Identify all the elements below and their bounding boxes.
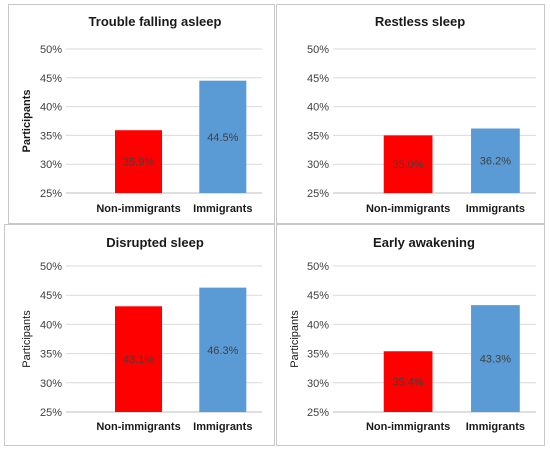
data-label: 35.9% [123, 157, 154, 169]
bar-non-immigrants [115, 306, 163, 412]
data-label: 35.4% [393, 377, 424, 389]
x-tick-label: Immigrants [193, 421, 252, 433]
chart-title: Restless sleep [375, 14, 465, 29]
bar-non-immigrants [115, 130, 163, 193]
y-tick-label: 45% [307, 73, 329, 85]
y-tick-label: 50% [40, 44, 62, 56]
y-tick-label: 25% [40, 188, 62, 200]
bar-immigrants [199, 80, 247, 193]
chart-title: Trouble falling asleep [89, 14, 222, 29]
bar-immigrants [199, 287, 247, 412]
chart-title: Early awakening [373, 235, 475, 250]
data-label: 43.1% [123, 354, 154, 366]
y-tick-label: 50% [307, 261, 329, 273]
data-label: 46.3% [207, 345, 238, 357]
y-axis-label: Participants [289, 310, 301, 368]
y-axis-label: Participants [21, 90, 33, 153]
y-tick-label: 35% [40, 349, 62, 361]
y-tick-label: 35% [307, 349, 329, 361]
y-tick-label: 30% [307, 378, 329, 390]
x-tick-label: Immigrants [466, 421, 525, 433]
y-axis-label: Participants [21, 310, 33, 368]
chart-panel-1: Trouble falling asleep 25% 30% 35% 40% 45% 50%… [8, 4, 275, 224]
bar-immigrants [471, 305, 520, 412]
bar-non-immigrants [383, 351, 433, 412]
chart-panel-4: Early awakening 25% 30% 35% 40% 45% 50% Partici… [276, 224, 545, 446]
y-tick-label: 30% [307, 159, 329, 171]
y-tick-label: 35% [307, 130, 329, 142]
y-tick-label: 30% [40, 378, 62, 390]
y-tick-label: 40% [307, 319, 329, 331]
data-label: 36.2% [480, 156, 511, 168]
bar-non-immigrants [383, 135, 433, 193]
y-tick-label: 45% [40, 73, 62, 85]
x-tick-label: Immigrants [466, 203, 525, 215]
y-tick-label: 45% [307, 290, 329, 302]
data-label: 43.3% [480, 354, 511, 366]
x-tick-label: Non-immigrants [366, 421, 450, 433]
y-tick-label: 35% [40, 130, 62, 142]
chart-panel-3: Disrupted sleep 25% 30% 35% 40% 45% 50% Partici… [4, 224, 275, 446]
y-tick-label: 30% [40, 159, 62, 171]
y-tick-label: 25% [307, 407, 329, 419]
y-tick-label: 25% [307, 188, 329, 200]
data-label: 44.5% [207, 132, 238, 144]
y-tick-label: 40% [40, 319, 62, 331]
x-tick-label: Non-immigrants [366, 203, 450, 215]
chart-panel-2: Restless sleep 25% 30% 35% 40% 45% 50% 35.0% Non… [276, 4, 545, 224]
y-tick-label: 50% [307, 44, 329, 56]
x-tick-label: Non-immigrants [96, 421, 180, 433]
y-tick-label: 40% [40, 102, 62, 114]
y-tick-label: 45% [40, 290, 62, 302]
chart-title: Disrupted sleep [106, 235, 204, 250]
y-tick-label: 40% [307, 102, 329, 114]
x-tick-label: Immigrants [193, 203, 252, 215]
data-label: 35.0% [393, 159, 424, 171]
y-tick-label: 50% [40, 261, 62, 273]
x-tick-label: Non-immigrants [96, 203, 180, 215]
bar-immigrants [471, 128, 520, 193]
y-tick-label: 25% [40, 407, 62, 419]
